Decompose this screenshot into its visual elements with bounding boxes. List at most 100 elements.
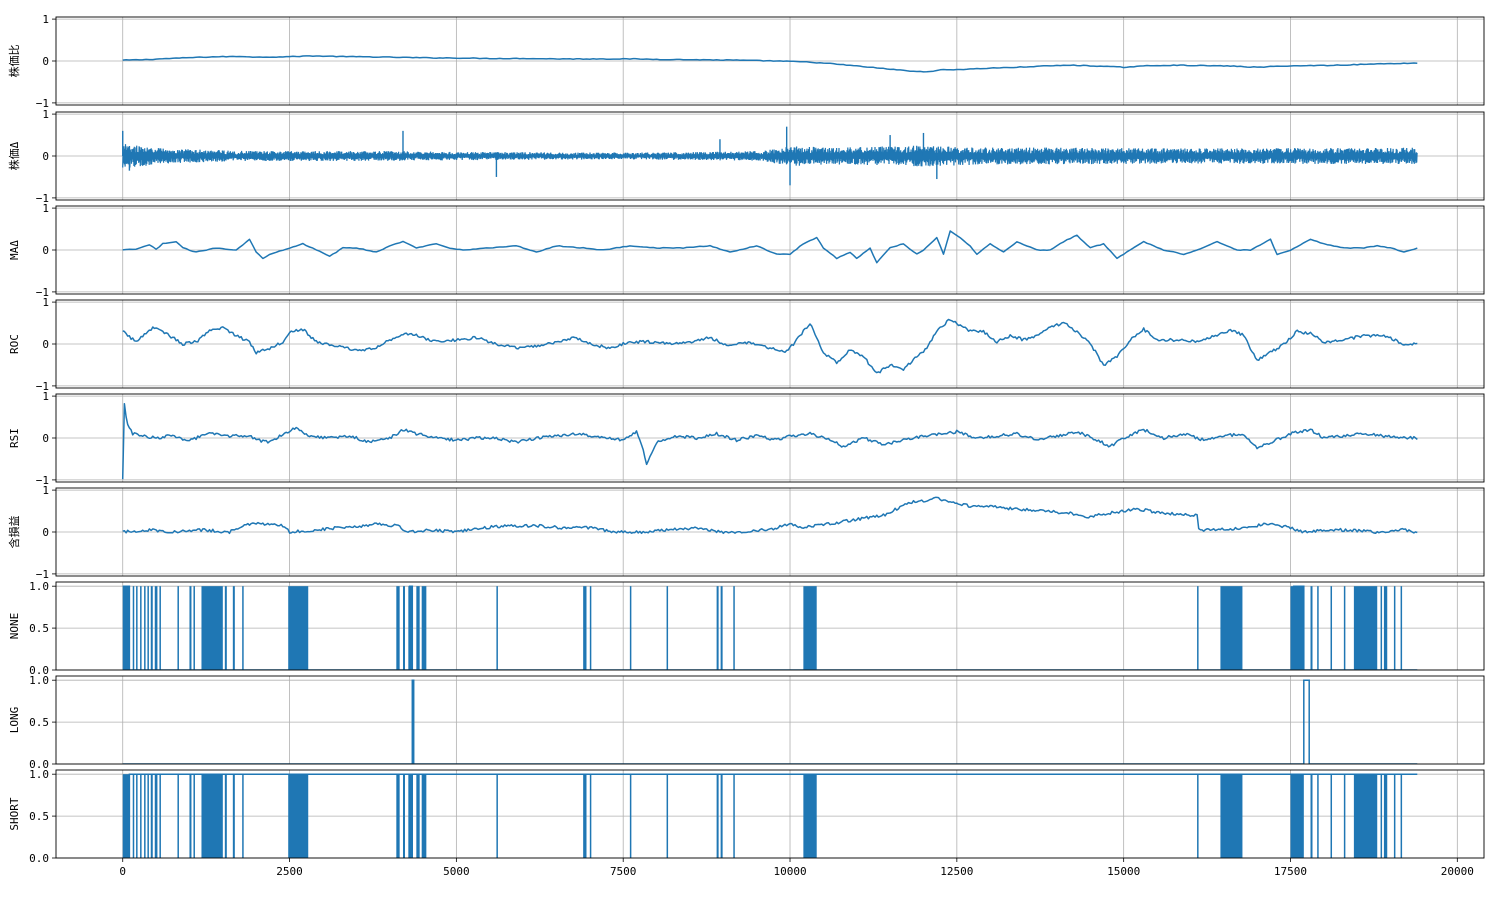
- toggle-band: [583, 774, 587, 858]
- toggle-band: [1383, 774, 1388, 858]
- toggle-band: [147, 586, 149, 670]
- y-axis-label: SHORT: [8, 797, 21, 830]
- subplot-stack: −1 0 1 株価比 −1 0 1 株価Δ −1 0 1 MAΔ −1 0 1 ROC −1 0 1 RSI −1 0 1 含…: [7, 13, 1485, 865]
- toggle-band: [1220, 586, 1243, 670]
- toggle-band: [1400, 774, 1403, 858]
- y-tick-label: 0.0: [29, 758, 49, 771]
- toggle-band: [193, 586, 195, 670]
- toggle-band: [122, 774, 130, 858]
- series: [122, 318, 1418, 374]
- toggle-band: [150, 774, 153, 858]
- toggle-band: [1393, 586, 1396, 670]
- toggle-band: [232, 586, 235, 670]
- y-tick-label: 0.0: [29, 664, 49, 677]
- y-tick-label: 1.0: [29, 768, 49, 781]
- series: [121, 402, 1418, 480]
- toggle-band: [177, 774, 179, 858]
- y-tick-label: 1.0: [29, 674, 49, 687]
- toggle-band: [189, 774, 192, 858]
- subplot-4: −1 0 1 RSI: [8, 390, 1485, 487]
- toggle-band: [629, 586, 632, 670]
- toggle-band: [1383, 586, 1388, 670]
- toggle-band: [1330, 586, 1333, 670]
- toggle-band: [147, 774, 149, 858]
- toggle-band: [716, 774, 719, 858]
- y-axis-label: 含損益: [7, 516, 21, 549]
- toggle-band: [1393, 774, 1396, 858]
- y-tick-label: 0.5: [29, 622, 49, 635]
- series-line: [122, 496, 1418, 535]
- toggle-band: [224, 774, 227, 858]
- toggle-band: [1220, 774, 1243, 858]
- toggle-band: [1330, 774, 1333, 858]
- toggle-band: [733, 586, 735, 670]
- y-tick-label: 1: [42, 202, 49, 215]
- y-axis: −1 0 1: [36, 108, 56, 205]
- subplot-2: −1 0 1 MAΔ: [8, 202, 1485, 299]
- axes-frame: [55, 393, 1485, 483]
- toggle-band: [803, 586, 817, 670]
- y-axis: −1 0 1: [36, 484, 56, 581]
- subplot-8: 0.0 0.5 1.0 SHORT: [8, 768, 1485, 865]
- toggle-band: [144, 774, 146, 858]
- toggle-band: [193, 774, 195, 858]
- series: [122, 585, 1418, 670]
- series: [122, 230, 1418, 264]
- toggle-band: [177, 586, 179, 670]
- toggle-band: [1353, 586, 1378, 670]
- y-tick-label: 0: [42, 432, 49, 445]
- axes-frame: [55, 675, 1485, 765]
- toggle-band: [232, 774, 235, 858]
- axes-frame: [55, 487, 1485, 577]
- y-tick-label: 0: [42, 244, 49, 257]
- y-axis-label: 株価Δ: [7, 141, 21, 170]
- toggle-band: [1380, 586, 1383, 670]
- toggle-band: [589, 586, 592, 670]
- y-tick-label: 0.0: [29, 852, 49, 865]
- toggle-band: [132, 586, 135, 670]
- grid: [56, 300, 1484, 388]
- y-axis-label: LONG: [8, 707, 21, 734]
- toggle-band: [288, 774, 309, 858]
- toggle-band: [1343, 586, 1346, 670]
- series-line: [122, 144, 1418, 168]
- y-tick-label: 0.5: [29, 810, 49, 823]
- y-tick-label: 0: [42, 526, 49, 539]
- toggle-band: [1290, 586, 1304, 670]
- y-tick-label: 1: [42, 296, 49, 309]
- x-tick-label: 20000: [1441, 865, 1474, 878]
- y-tick-label: 0: [42, 150, 49, 163]
- toggle-band: [1310, 586, 1313, 670]
- toggle-band: [1197, 774, 1199, 858]
- y-axis-label: RSI: [8, 428, 21, 448]
- series-line: [121, 402, 1418, 480]
- axes-frame: [55, 111, 1485, 201]
- toggle-band: [1310, 774, 1313, 858]
- y-tick-label: −1: [36, 474, 49, 487]
- toggle-band: [416, 774, 420, 858]
- y-tick-label: 0: [42, 338, 49, 351]
- y-axis-label: NONE: [8, 613, 21, 640]
- y-tick-label: 1: [42, 484, 49, 497]
- toggle-band: [666, 774, 669, 858]
- subplot-6: 0.0 0.5 1.0 NONE: [8, 580, 1485, 677]
- toggle-band: [421, 774, 427, 858]
- toggle-band: [421, 586, 427, 670]
- subplot-3: −1 0 1 ROC: [8, 296, 1485, 393]
- toggle-band: [154, 586, 158, 670]
- y-tick-label: 0: [42, 55, 49, 68]
- subplot-7: 0.0 0.5 1.0 LONG: [8, 674, 1485, 771]
- y-tick-label: 0.5: [29, 716, 49, 729]
- toggle-band: [803, 774, 817, 858]
- toggle-band: [1290, 774, 1304, 858]
- toggle-band: [396, 774, 400, 858]
- toggle-band: [242, 774, 244, 858]
- series-line: [122, 230, 1418, 264]
- y-axis: −1 0 1: [36, 390, 56, 487]
- toggle-band: [144, 586, 146, 670]
- toggle-band: [496, 586, 498, 670]
- x-tick-label: 2500: [276, 865, 303, 878]
- axes-frame: [55, 769, 1485, 859]
